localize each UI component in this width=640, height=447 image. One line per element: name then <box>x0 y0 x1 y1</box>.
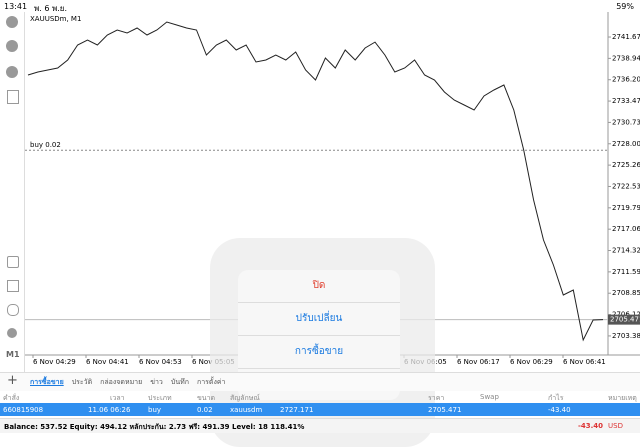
icon[interactable] <box>6 16 18 28</box>
y-tick-label: 2708.855 <box>612 289 640 297</box>
y-tick-label: 2717.060 <box>612 225 640 233</box>
y-tick-label: 2736.205 <box>612 76 640 84</box>
y-tick-label: 2738.940 <box>612 54 640 62</box>
currency: USD <box>608 422 623 430</box>
icon[interactable] <box>7 90 19 104</box>
tabs: การซื้อขาย ประวัติ กล่องจดหมาย ข่าว บันทึก กา… <box>30 377 225 388</box>
date: พ. 6 พ.ย. <box>34 4 68 13</box>
add-button[interactable]: + <box>7 373 18 388</box>
x-tick-label: 6 Nov 04:29 <box>33 358 76 366</box>
price-line-series <box>27 21 604 342</box>
cell: 2705.471 <box>428 406 462 414</box>
column-header: เวลา <box>110 394 125 402</box>
icon[interactable] <box>7 328 17 338</box>
column-header: สัญลักษณ์ <box>230 394 260 402</box>
tab[interactable]: การซื้อขาย <box>30 378 64 386</box>
tab[interactable]: ข่าว <box>150 378 163 386</box>
icon[interactable] <box>7 280 19 292</box>
x-tick-label: 6 Nov 04:53 <box>139 358 182 366</box>
menu-item[interactable]: การซื้อขาย <box>238 335 400 368</box>
cell: 11.06 06:26 <box>88 406 131 414</box>
y-tick-label: 2714.325 <box>612 247 640 255</box>
price-tag <box>608 314 640 325</box>
column-header: คำสั่ง <box>3 394 20 402</box>
tab[interactable]: การตั้งค่า <box>196 378 226 386</box>
battery: 59% <box>616 2 634 11</box>
cell: buy <box>148 406 162 414</box>
y-tick-label: 2706.120 <box>612 311 640 319</box>
y-tick-label: 2725.265 <box>612 161 640 169</box>
icon[interactable] <box>6 66 18 78</box>
column-header: หมายเหตุ <box>608 394 637 402</box>
column-header: กำไร <box>548 394 564 402</box>
footer: Balance: 537.52 Equity: 494.12 หลักประกั… <box>0 418 640 433</box>
table-row[interactable]: 660815908 11.06 06:26 buy 0.02 xauusdm 2727.1… <box>0 403 640 416</box>
timeframe[interactable]: M1 <box>6 350 20 359</box>
y-tick-label: 2703.385 <box>612 332 640 340</box>
time: 13:41 <box>4 2 28 11</box>
tab[interactable]: ประวัติ <box>71 378 93 386</box>
y-tick-label: 2719.795 <box>612 204 640 212</box>
x-tick-label: 6 Nov 06:17 <box>457 358 500 366</box>
cell: 2727.171 <box>280 406 314 414</box>
tab[interactable]: กล่องจดหมาย <box>100 378 143 386</box>
sidebar: M1 <box>0 12 25 372</box>
total-profit: -43.40 <box>578 422 604 430</box>
y-tick-label: 2733.470 <box>612 97 640 105</box>
y-tick-label: 2728.000 <box>612 140 640 148</box>
icon[interactable] <box>7 304 19 316</box>
menu-item[interactable]: ปิด <box>312 280 326 291</box>
x-tick-label: 6 Nov 06:29 <box>510 358 553 366</box>
tab-bar: + การซื้อขาย ประวัติ กล่องจดหมาย ข่าว บันทึก… <box>0 372 640 391</box>
chart-title: XAUUSDm, M1 <box>30 15 81 23</box>
x-tick-label: 6 Nov 06:41 <box>563 358 606 366</box>
account-summary: Balance: 537.52 Equity: 494.12 หลักประกั… <box>4 423 305 431</box>
cell: -43.40 <box>548 406 571 414</box>
price-tag-label: 2705.471 <box>610 316 640 324</box>
column-header: ขนาด <box>197 394 216 402</box>
column-header: Swap <box>480 393 499 401</box>
column-header: ประเภท <box>148 394 172 402</box>
icon[interactable] <box>7 256 19 268</box>
cell: xauusdm <box>230 406 263 414</box>
y-tick-label: 2730.735 <box>612 118 640 126</box>
cell: 0.02 <box>197 406 213 414</box>
column-header: ราคา <box>428 394 445 402</box>
x-tick-label: 6 Nov 04:41 <box>86 358 129 366</box>
cell: 660815908 <box>3 406 44 414</box>
menu-item[interactable]: ปรับเปลี่ยน <box>238 302 400 335</box>
order-label: buy 0.02 <box>30 141 61 149</box>
y-tick-label: 2711.590 <box>612 268 640 276</box>
table-header: คำสั่ง เวลา ประเภท ขนาด สัญลักษณ์ ราคา Swap กำไ… <box>0 390 640 403</box>
icon[interactable] <box>6 40 18 52</box>
y-tick-label: 2722.530 <box>612 182 640 190</box>
tab[interactable]: บันทึก <box>170 378 189 386</box>
y-tick-label: 2741.675 <box>612 33 640 41</box>
